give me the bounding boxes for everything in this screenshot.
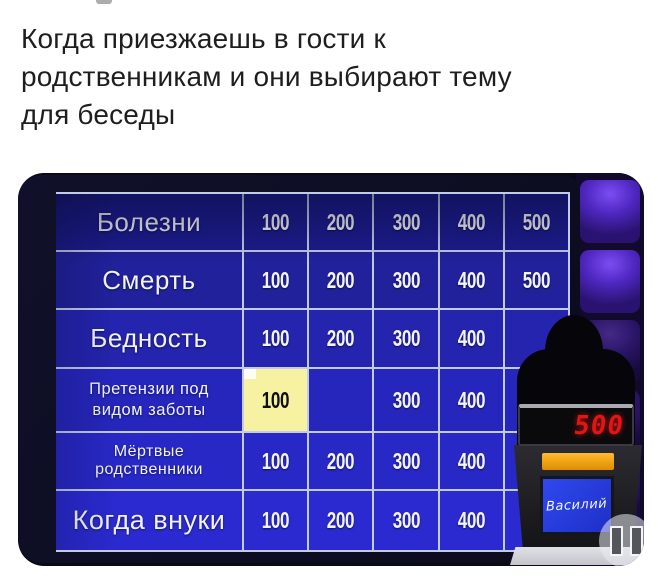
- pause-button[interactable]: [599, 514, 644, 566]
- score-display: 500: [518, 404, 634, 446]
- meme-caption: Когда приезжаешь в гости к родственникам…: [21, 20, 646, 134]
- caption-line: родственникам и они выбирают тему: [21, 61, 512, 92]
- value-cell[interactable]: 400: [439, 310, 503, 367]
- value-cell[interactable]: 100: [244, 252, 308, 308]
- wall-panel: [580, 180, 640, 243]
- category-cell-death: Смерть: [56, 252, 242, 308]
- category-cell-dead-relatives: Мёртвые родственники: [56, 433, 242, 489]
- game-board-grid: Болезни 100 200 300 400 500 Смерть 100 2…: [56, 192, 570, 552]
- value-cell[interactable]: 400: [439, 252, 503, 308]
- value-cell[interactable]: 100: [244, 194, 308, 250]
- value-cell[interactable]: 100: [244, 491, 308, 550]
- score-value: 500: [571, 411, 627, 441]
- category-cell-complaints: Претензии под видом заботы: [56, 369, 242, 431]
- caption-line: Когда приезжаешь в гости к: [21, 23, 386, 54]
- caption-line: для беседы: [21, 99, 176, 130]
- value-cell[interactable]: [309, 369, 373, 431]
- value-cell[interactable]: 100: [244, 433, 308, 489]
- value-cell-selected[interactable]: 100: [244, 369, 308, 431]
- value-cell[interactable]: 200: [309, 433, 373, 489]
- value-cell[interactable]: 200: [309, 310, 373, 367]
- value-cell[interactable]: 300: [374, 369, 438, 431]
- pause-icon: [629, 526, 643, 556]
- value-cell[interactable]: 200: [309, 194, 373, 250]
- value-cell[interactable]: 400: [439, 433, 503, 489]
- category-cell-diseases: Болезни: [56, 194, 242, 250]
- value-cell[interactable]: 400: [439, 491, 503, 550]
- player-name: Василий: [546, 496, 608, 515]
- value-cell[interactable]: 400: [439, 194, 503, 250]
- player-name-plate: Василий: [540, 476, 614, 535]
- category-cell-grandchildren: Когда внуки: [56, 491, 242, 550]
- value-cell[interactable]: 300: [374, 433, 438, 489]
- value-cell[interactable]: 300: [374, 310, 438, 367]
- contestant-head: [545, 315, 603, 387]
- value-cell[interactable]: 200: [309, 252, 373, 308]
- category-cell-poverty: Бедность: [56, 310, 242, 367]
- value-cell[interactable]: 500: [504, 252, 568, 308]
- value-cell[interactable]: 500: [504, 194, 568, 250]
- value-cell[interactable]: 300: [374, 194, 438, 250]
- podium-orange-strip: [542, 453, 614, 470]
- value-cell[interactable]: 400: [439, 369, 503, 431]
- wall-panel: [580, 250, 640, 313]
- value-cell[interactable]: 300: [374, 491, 438, 550]
- pause-icon: [609, 526, 623, 556]
- cropped-artifact: [96, 0, 112, 4]
- value-cell[interactable]: 100: [244, 310, 308, 367]
- game-show-photo: Болезни 100 200 300 400 500 Смерть 100 2…: [18, 173, 644, 566]
- value-cell[interactable]: 300: [374, 252, 438, 308]
- board-frame: Болезни 100 200 300 400 500 Смерть 100 2…: [18, 175, 580, 563]
- value-cell[interactable]: 200: [309, 491, 373, 550]
